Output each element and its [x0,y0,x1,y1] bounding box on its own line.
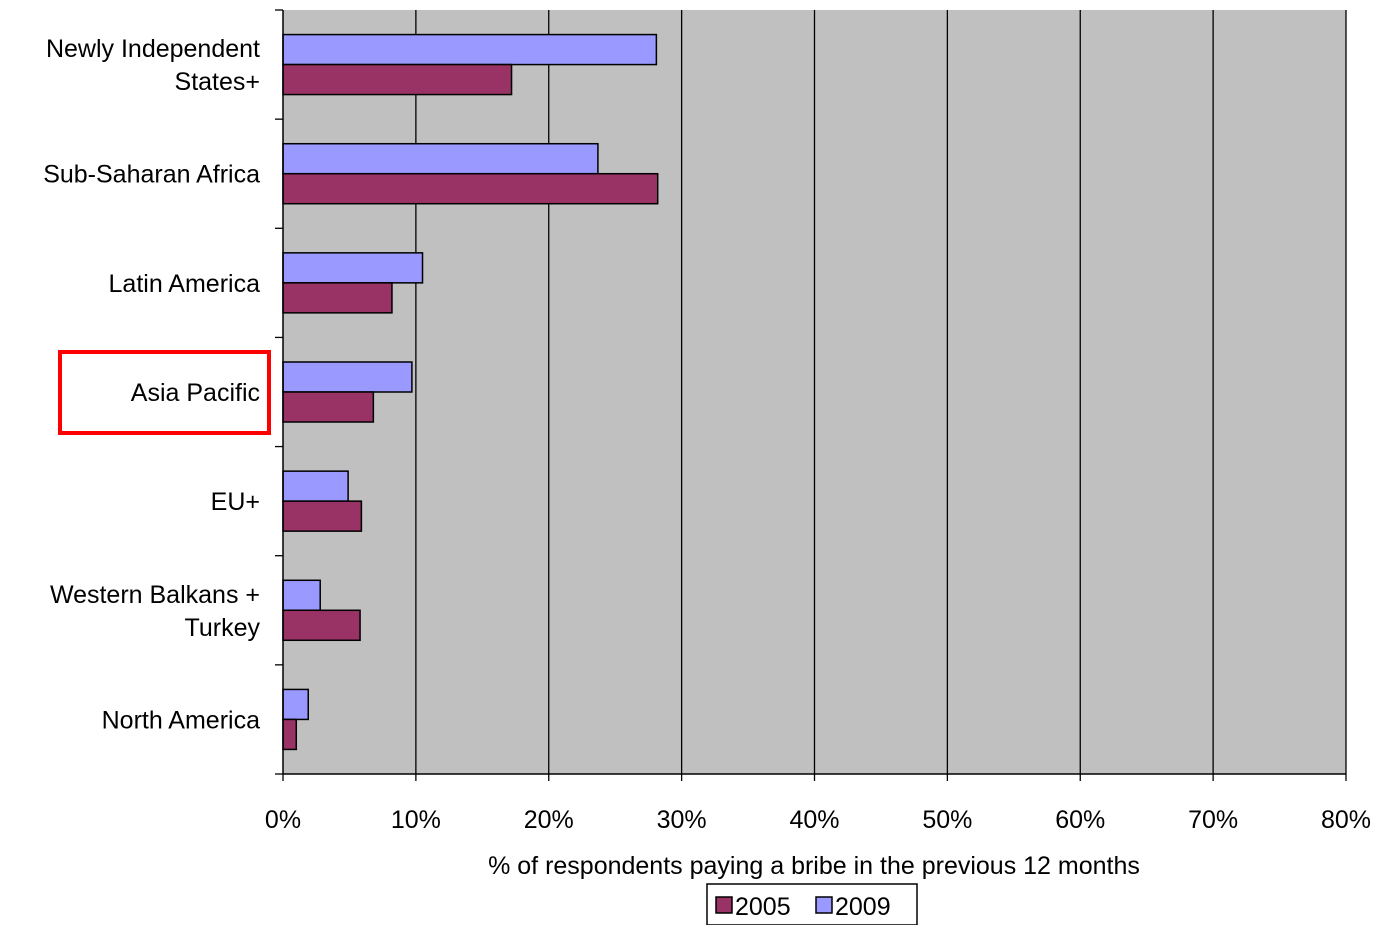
x-tick-label: 40% [789,806,839,834]
legend: 2005 2009 [706,883,918,925]
bar-2009 [282,579,321,612]
bar-2009 [282,688,309,721]
legend-swatch-2009 [815,896,833,914]
bar-2005 [282,609,361,642]
bar-2009 [282,252,424,284]
x-tick-label: 10% [391,806,441,834]
bar-2009 [282,361,413,393]
highlight-box [58,350,271,435]
x-axis-title: % of respondents paying a bribe in the p… [488,852,1140,880]
bar-2005 [282,500,363,532]
bar-2005 [282,282,393,314]
category-label: Asia Pacific [131,379,260,407]
x-tick-label: 30% [657,806,707,834]
bar-2005 [282,63,513,96]
category-label: Western Balkans + Turkey [50,581,261,642]
category-label: North America [102,706,260,734]
x-tick-label: 20% [524,806,574,834]
x-tick-label: 0% [265,806,301,834]
x-tick-label: 80% [1321,806,1371,834]
category-label: Sub-Saharan Africa [43,161,260,189]
x-tick-label: 50% [922,806,972,834]
category-label: Newly Independent States+ [46,35,260,96]
x-tick-label: 60% [1055,806,1105,834]
legend-label-2009: 2009 [835,893,891,921]
x-tick-label: 70% [1188,806,1238,834]
bar-2005 [282,172,659,205]
bar-2009 [282,470,349,502]
axes [275,9,1347,781]
category-labels: Newly Independent States+ Sub-Saharan Afri… [43,35,260,734]
bar-2009 [282,142,599,175]
legend-label-2005: 2005 [735,893,791,921]
x-tick-labels: 0% 10% 20% 30% 40% 50% 60% 70% 80% [265,806,1371,834]
highlight-layer [58,350,271,435]
category-label: EU+ [211,488,260,516]
legend-swatch-2005 [715,896,733,914]
gridlines [415,10,1347,774]
legend-box [706,883,918,925]
bar-2009 [282,33,658,66]
bar-2005 [282,718,298,751]
bar-2005 [282,391,375,423]
category-label: Latin America [109,270,261,298]
